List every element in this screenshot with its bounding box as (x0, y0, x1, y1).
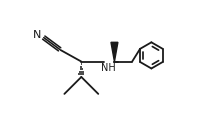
Text: N: N (33, 30, 41, 40)
Text: NH: NH (100, 63, 115, 73)
Polygon shape (110, 42, 117, 62)
